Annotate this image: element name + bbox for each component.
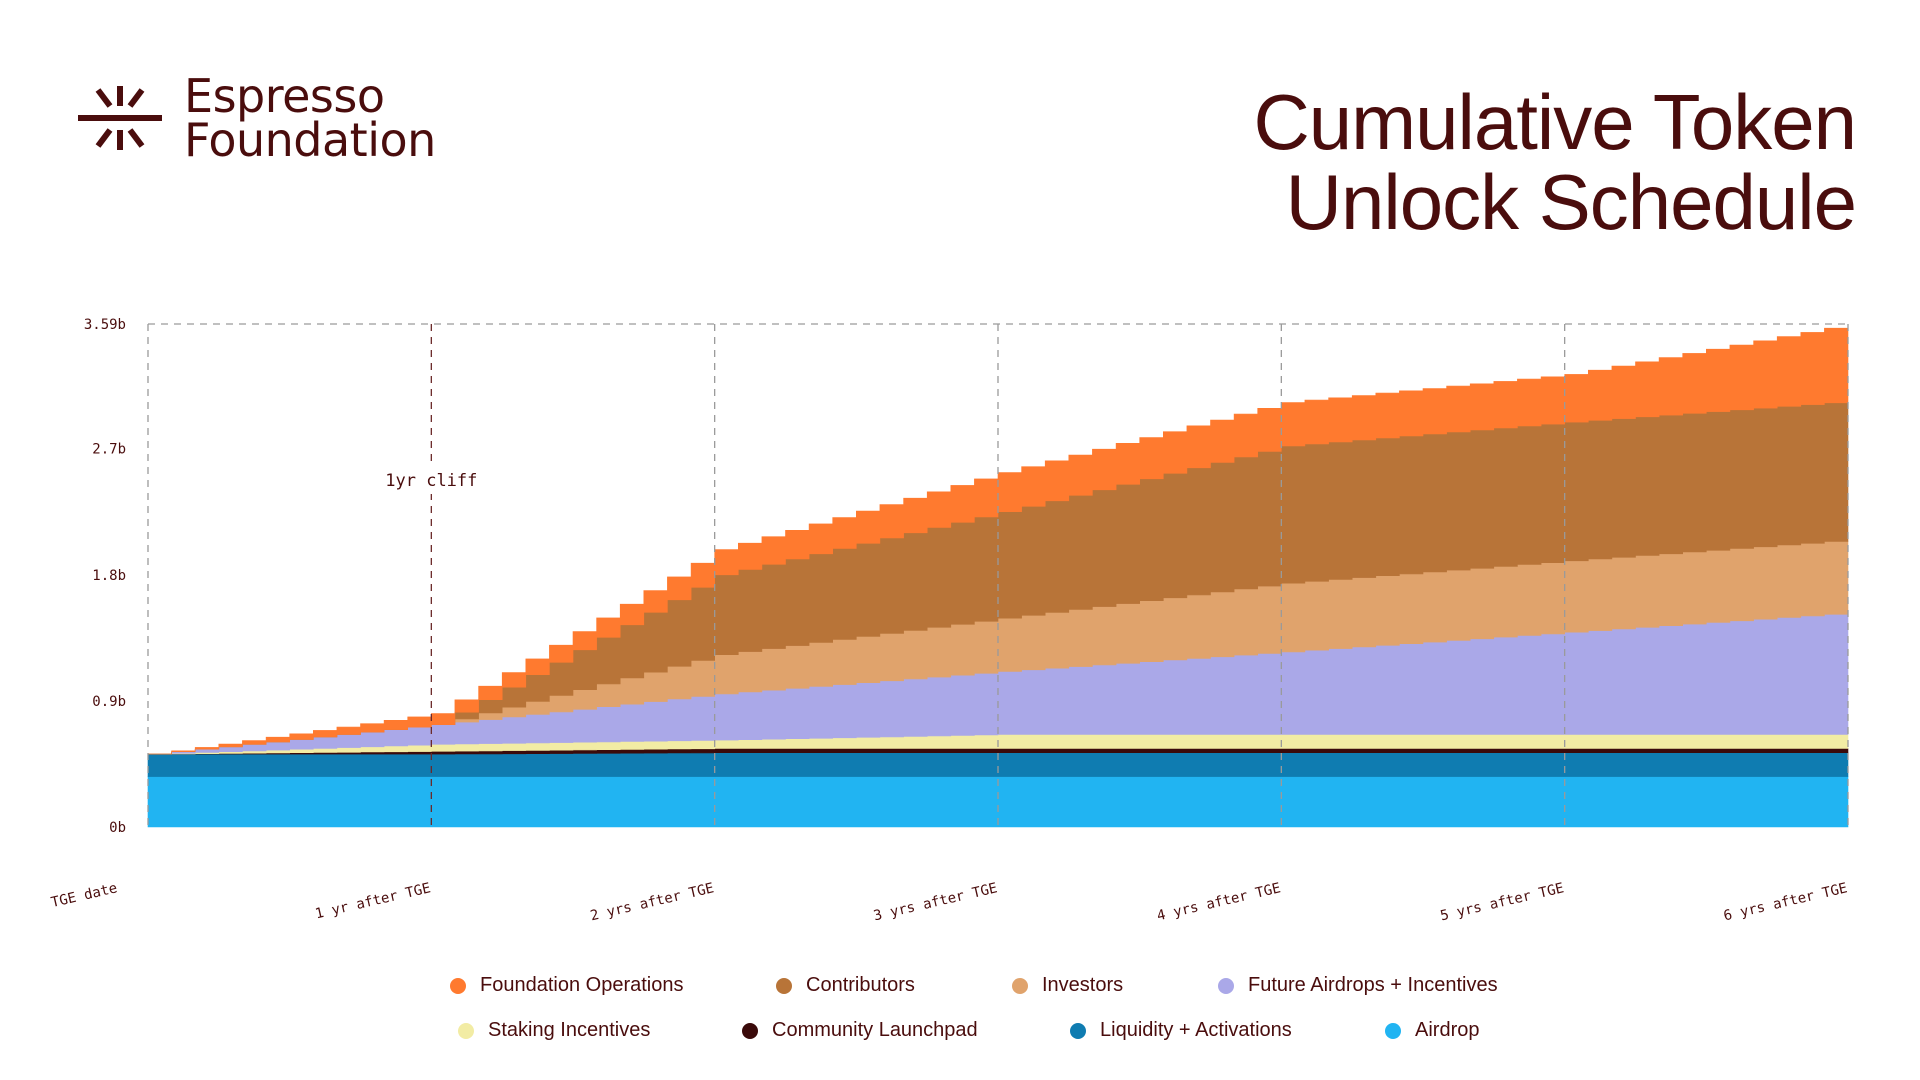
- x-tick-label: 6 yrs after TGE: [1722, 880, 1849, 924]
- y-tick-label: 1.8b: [92, 568, 126, 584]
- brand-name: Espresso Foundation: [184, 69, 436, 167]
- y-tick-label: 0b: [109, 820, 126, 836]
- stacked-areas: [147, 327, 1849, 828]
- annotation-background: [383, 464, 480, 494]
- page-title: Cumulative Token Unlock Schedule: [1253, 78, 1857, 246]
- title-line-2: Unlock Schedule: [1285, 158, 1857, 246]
- x-tick-label: 5 yrs after TGE: [1439, 880, 1566, 924]
- title-line-1: Cumulative Token: [1253, 78, 1857, 166]
- brand-line-1: Espresso: [184, 69, 385, 123]
- brand-logo: Espresso Foundation: [78, 69, 436, 167]
- x-tick-label: 2 yrs after TGE: [589, 880, 716, 924]
- y-tick-label: 0.9b: [92, 694, 126, 710]
- brand-line-2: Foundation: [184, 113, 436, 167]
- x-tick-label: 1 yr after TGE: [314, 880, 433, 922]
- grid-lines: [147, 323, 1849, 827]
- y-tick-label: 3.59b: [84, 317, 126, 333]
- espresso-starburst-icon: [78, 86, 162, 150]
- x-tick-label: 4 yrs after TGE: [1155, 880, 1282, 924]
- cliff-annotation: 1yr cliff: [385, 471, 477, 491]
- x-tick-label: 3 yrs after TGE: [872, 880, 999, 924]
- x-tick-label: TGE date: [50, 880, 119, 911]
- y-tick-label: 2.7b: [92, 442, 126, 458]
